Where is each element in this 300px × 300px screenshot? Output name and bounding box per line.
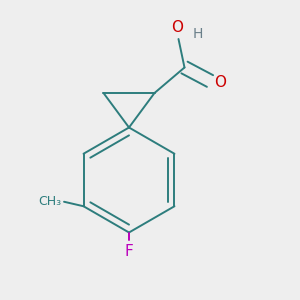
Text: F: F	[124, 244, 134, 260]
Text: O: O	[214, 75, 226, 90]
Text: H: H	[193, 27, 203, 40]
Text: CH₃: CH₃	[38, 195, 61, 208]
Text: O: O	[171, 20, 183, 35]
